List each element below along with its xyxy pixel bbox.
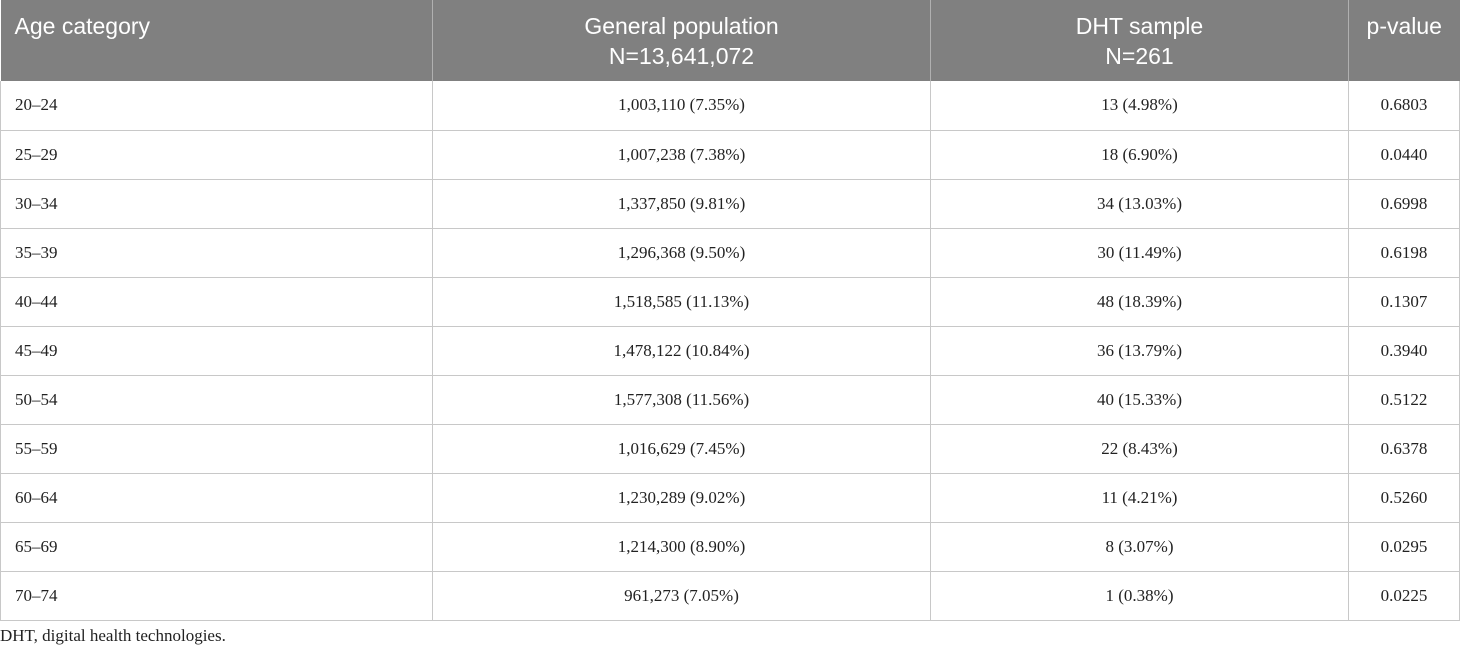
table-row: 50–54 1,577,308 (11.56%) 40 (15.33%) 0.5… xyxy=(0,375,1460,425)
table-footnote: DHT, digital health technologies. xyxy=(0,626,226,645)
cell-age-category: 30–34 xyxy=(0,179,433,229)
cell-p-value: 0.6378 xyxy=(1348,424,1460,474)
header-age-category: Age category xyxy=(0,0,433,81)
cell-dht-sample: 8 (3.07%) xyxy=(930,522,1349,572)
table-row: 45–49 1,478,122 (10.84%) 36 (13.79%) 0.3… xyxy=(0,326,1460,376)
cell-p-value: 0.0440 xyxy=(1348,130,1460,180)
table-row: 55–59 1,016,629 (7.45%) 22 (8.43%) 0.637… xyxy=(0,424,1460,474)
cell-dht-sample: 18 (6.90%) xyxy=(930,130,1349,180)
cell-general-population: 1,518,585 (11.13%) xyxy=(432,277,931,327)
cell-age-category: 60–64 xyxy=(0,473,433,523)
header-general-population: General population N=13,641,072 xyxy=(432,0,931,81)
cell-dht-sample: 30 (11.49%) xyxy=(930,228,1349,278)
table-header: Age category General population N=13,641… xyxy=(0,0,1460,81)
cell-dht-sample: 13 (4.98%) xyxy=(930,81,1349,131)
cell-p-value: 0.5260 xyxy=(1348,473,1460,523)
header-row: Age category General population N=13,641… xyxy=(0,0,1460,81)
cell-p-value: 0.6998 xyxy=(1348,179,1460,229)
header-p-value: p-value xyxy=(1348,0,1460,81)
cell-general-population: 1,007,238 (7.38%) xyxy=(432,130,931,180)
cell-age-category: 45–49 xyxy=(0,326,433,376)
age-distribution-table: Age category General population N=13,641… xyxy=(0,0,1460,621)
cell-p-value: 0.5122 xyxy=(1348,375,1460,425)
cell-general-population: 1,003,110 (7.35%) xyxy=(432,81,931,131)
cell-dht-sample: 1 (0.38%) xyxy=(930,571,1349,621)
table-row: 25–29 1,007,238 (7.38%) 18 (6.90%) 0.044… xyxy=(0,130,1460,180)
cell-p-value: 0.6803 xyxy=(1348,81,1460,131)
cell-general-population: 1,577,308 (11.56%) xyxy=(432,375,931,425)
cell-p-value: 0.0225 xyxy=(1348,571,1460,621)
cell-general-population: 1,214,300 (8.90%) xyxy=(432,522,931,572)
cell-age-category: 20–24 xyxy=(0,81,433,131)
cell-age-category: 55–59 xyxy=(0,424,433,474)
table-body: 20–24 1,003,110 (7.35%) 13 (4.98%) 0.680… xyxy=(0,81,1460,621)
cell-dht-sample: 48 (18.39%) xyxy=(930,277,1349,327)
cell-general-population: 1,337,850 (9.81%) xyxy=(432,179,931,229)
cell-dht-sample: 40 (15.33%) xyxy=(930,375,1349,425)
header-dht-sample-n: N=261 xyxy=(1105,43,1174,69)
header-dht-sample-label: DHT sample xyxy=(1075,13,1204,39)
cell-age-category: 35–39 xyxy=(0,228,433,278)
cell-p-value: 0.6198 xyxy=(1348,228,1460,278)
cell-general-population: 1,230,289 (9.02%) xyxy=(432,473,931,523)
table-row: 35–39 1,296,368 (9.50%) 30 (11.49%) 0.61… xyxy=(0,228,1460,278)
header-age-category-label: Age category xyxy=(14,13,151,39)
cell-dht-sample: 36 (13.79%) xyxy=(930,326,1349,376)
cell-age-category: 50–54 xyxy=(0,375,433,425)
cell-dht-sample: 22 (8.43%) xyxy=(930,424,1349,474)
cell-dht-sample: 11 (4.21%) xyxy=(930,473,1349,523)
cell-general-population: 961,273 (7.05%) xyxy=(432,571,931,621)
cell-age-category: 25–29 xyxy=(0,130,433,180)
cell-dht-sample: 34 (13.03%) xyxy=(930,179,1349,229)
header-dht-sample: DHT sample N=261 xyxy=(930,0,1349,81)
table-row: 60–64 1,230,289 (9.02%) 11 (4.21%) 0.526… xyxy=(0,473,1460,523)
cell-general-population: 1,296,368 (9.50%) xyxy=(432,228,931,278)
table-row: 70–74 961,273 (7.05%) 1 (0.38%) 0.0225 xyxy=(0,571,1460,621)
cell-p-value: 0.1307 xyxy=(1348,277,1460,327)
table-row: 65–69 1,214,300 (8.90%) 8 (3.07%) 0.0295 xyxy=(0,522,1460,572)
table-row: 20–24 1,003,110 (7.35%) 13 (4.98%) 0.680… xyxy=(0,81,1460,131)
header-general-population-n: N=13,641,072 xyxy=(608,43,755,69)
table-row: 40–44 1,518,585 (11.13%) 48 (18.39%) 0.1… xyxy=(0,277,1460,327)
cell-p-value: 0.0295 xyxy=(1348,522,1460,572)
age-distribution-table-container: Age category General population N=13,641… xyxy=(0,0,1460,621)
header-p-value-label: p-value xyxy=(1366,13,1442,39)
cell-age-category: 65–69 xyxy=(0,522,433,572)
cell-age-category: 40–44 xyxy=(0,277,433,327)
cell-general-population: 1,016,629 (7.45%) xyxy=(432,424,931,474)
table-row: 30–34 1,337,850 (9.81%) 34 (13.03%) 0.69… xyxy=(0,179,1460,229)
cell-age-category: 70–74 xyxy=(0,571,433,621)
cell-p-value: 0.3940 xyxy=(1348,326,1460,376)
header-general-population-label: General population xyxy=(584,13,779,39)
cell-general-population: 1,478,122 (10.84%) xyxy=(432,326,931,376)
